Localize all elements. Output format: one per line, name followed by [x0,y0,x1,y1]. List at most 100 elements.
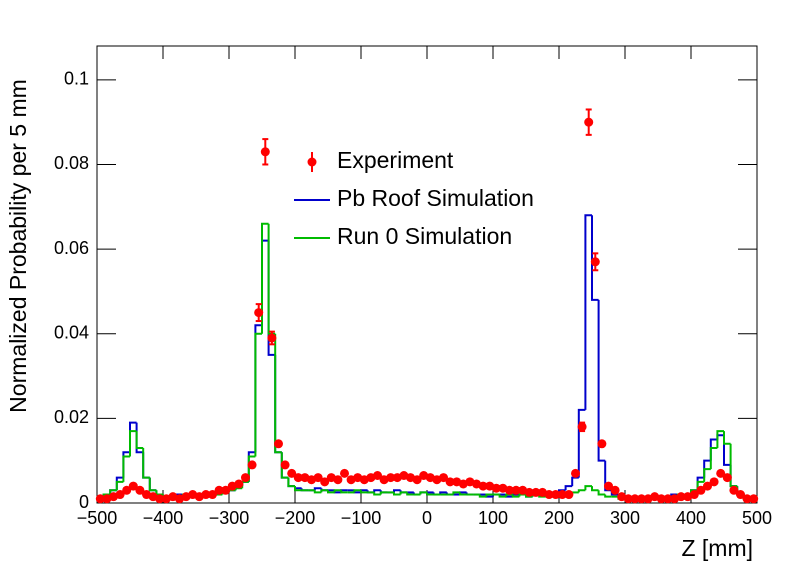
data-point [531,487,541,497]
x-tick-label: 200 [544,508,574,528]
point-part [445,477,455,487]
hist-step [577,408,586,478]
x-tick-label: −200 [275,508,316,528]
x-tick-label: 500 [742,508,772,528]
point-part [551,490,561,500]
point-part [749,494,759,504]
hist-step [320,489,328,493]
x-tick-label: −400 [143,508,184,528]
data-point [544,490,554,500]
data-point [115,490,125,500]
data-point [584,108,594,136]
point-part [722,473,732,483]
hist-step [393,492,401,496]
y-tick-label: 0.08 [54,153,89,173]
hist-step [122,455,130,482]
data-point [637,494,646,504]
hist-step [419,491,427,495]
hist-step [261,222,269,334]
point-part [736,490,745,500]
data-point [293,473,303,483]
point-part [637,494,646,504]
legend-marker [307,157,317,167]
data-point [749,494,759,504]
hist-step [511,494,520,498]
data-point [135,485,145,495]
point-part [221,485,231,495]
point-part [95,494,105,504]
point-part [287,468,297,478]
data-point [373,470,382,480]
point-part [729,485,739,495]
data-point [604,481,613,491]
data-point [214,485,224,495]
hist-step [485,493,493,497]
point-part [571,468,580,478]
hist-step [604,494,612,498]
hist-step [729,443,738,488]
legend-label: Run 0 Simulation [337,223,512,249]
point-part [703,481,712,491]
x-tick-label: −300 [209,508,250,528]
point-part [696,485,706,495]
data-point [320,477,330,487]
x-tick-label: −100 [341,508,382,528]
hist-step [591,486,599,492]
hist-step [459,492,467,496]
data-point [267,330,277,346]
data-point [128,481,138,491]
hist-step [109,489,117,495]
data-point [254,303,264,323]
point-part [260,147,270,157]
point-part [115,490,125,500]
data-point [445,477,455,487]
point-part [511,485,521,495]
hist-step [135,431,144,449]
point-part [709,477,719,487]
data-point [689,490,699,500]
hist-step [498,494,507,498]
point-part [208,490,217,500]
legend-label: Pb Roof Simulation [337,185,534,211]
point-part [577,422,587,432]
point-part [267,333,277,343]
hist-step [597,490,606,496]
hist-step [478,494,487,498]
hist-step [452,491,460,495]
hist-step [353,489,361,493]
x-tick-label: 0 [422,508,432,528]
point-part [676,492,686,502]
data-point [663,494,673,504]
data-point [736,490,745,500]
hist-step [584,485,592,491]
x-axis-label: Z [mm] [681,535,753,561]
hist-step [360,490,368,494]
point-part [201,490,211,500]
data-point [412,475,422,485]
hist-step [373,492,381,496]
point-part [663,494,673,504]
point-part [630,494,640,504]
hist-step [254,332,262,457]
data-point [95,494,105,504]
data-point [208,490,217,500]
hist-step [379,491,388,495]
point-part [604,481,613,491]
point-part [412,475,422,485]
y-tick-label: 0.04 [54,322,89,342]
point-part [531,487,541,497]
hist-step [340,490,348,494]
x-tick-label: 400 [676,508,706,528]
data-point [313,473,323,483]
point-part [274,439,283,449]
hist-step [287,477,295,488]
hist-step [313,490,322,494]
point-part [320,477,330,487]
data-point [524,487,534,497]
hist-step [274,333,282,454]
point-part [557,490,567,500]
hist-step [577,489,586,493]
point-part [340,468,349,478]
point-part [214,485,224,495]
